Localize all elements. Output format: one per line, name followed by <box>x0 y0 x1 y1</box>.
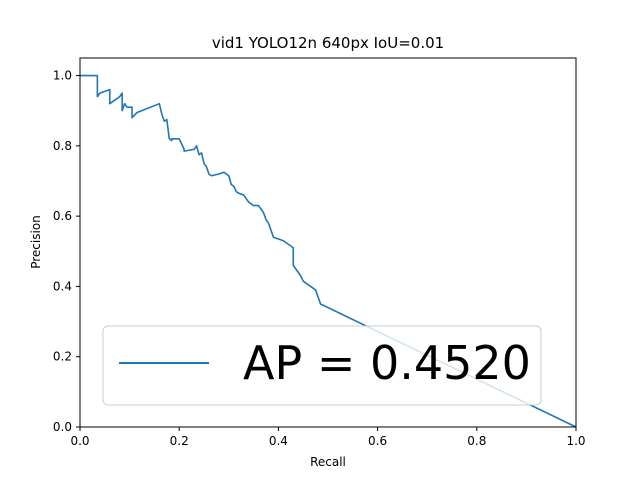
x-axis-label: Recall <box>310 455 346 469</box>
x-tick-label: 0.6 <box>368 434 387 448</box>
y-tick-label: 1.0 <box>53 69 72 83</box>
y-tick-label: 0.8 <box>53 139 72 153</box>
x-tick-label: 0.0 <box>70 434 89 448</box>
y-tick-label: 0.2 <box>53 350 72 364</box>
precision-recall-line <box>80 74 577 428</box>
y-axis-label: Precision <box>29 215 43 269</box>
y-tick-label: 0.0 <box>53 420 72 434</box>
plot-frame <box>79 57 577 428</box>
y-axis-ticks: 0.0 0.2 0.4 0.6 0.8 1.0 <box>53 69 80 434</box>
x-tick-label: 1.0 <box>566 434 585 448</box>
x-tick-label: 0.8 <box>467 434 486 448</box>
x-axis-ticks: 0.0 0.2 0.4 0.6 0.8 1.0 <box>70 427 586 448</box>
legend-box <box>102 325 542 406</box>
legend: AP = 0.4520 <box>102 325 542 406</box>
legend-label: AP = 0.4520 <box>243 336 531 390</box>
x-tick-label: 0.4 <box>269 434 288 448</box>
y-tick-label: 0.4 <box>53 279 72 293</box>
x-tick-label: 0.2 <box>170 434 189 448</box>
y-tick-label: 0.6 <box>53 209 72 223</box>
chart-title: vid1 YOLO12n 640px IoU=0.01 <box>212 34 444 52</box>
